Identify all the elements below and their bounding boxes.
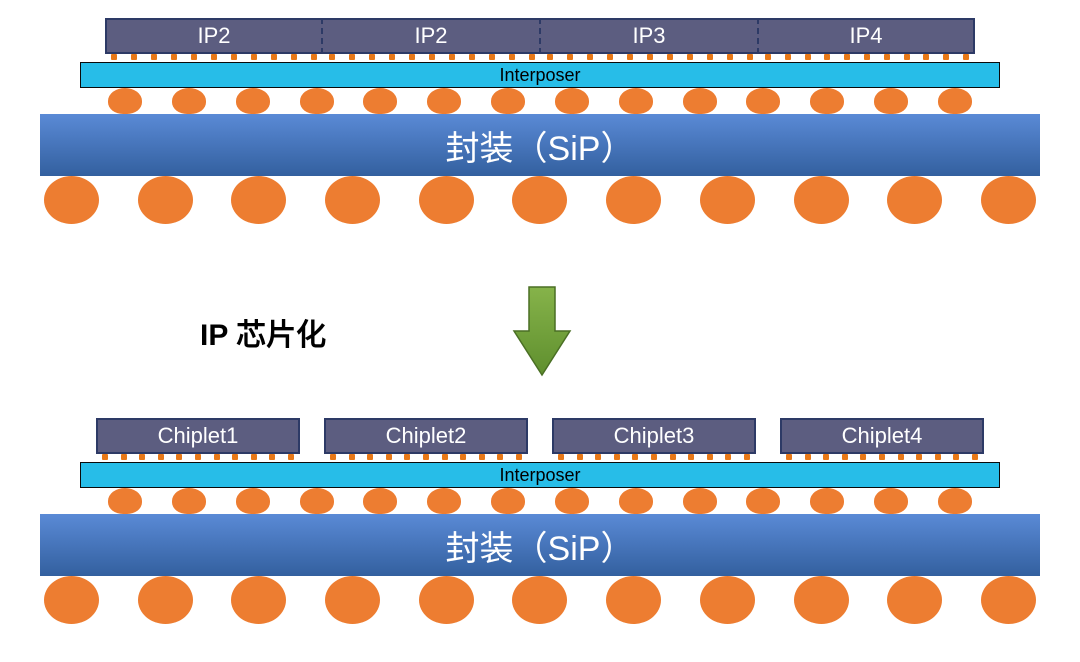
top-stack: IP2IP2IP3IP4 Interposer 封装（SiP）	[40, 18, 1040, 224]
interposer-label: Interposer	[499, 65, 580, 86]
chiplet: Chiplet4	[780, 418, 984, 454]
bottom-stack: Chiplet1 Chiplet2 Chiplet3 Chiplet4 Interpo…	[40, 418, 1040, 624]
chiplet-row: Chiplet1 Chiplet2 Chiplet3 Chiplet4	[95, 418, 985, 462]
c4-bumps-bottom	[100, 488, 980, 514]
interposer-label: Interposer	[499, 465, 580, 486]
ip-chip: IP2	[105, 18, 323, 54]
substrate-label: 封装（SiP）	[446, 521, 635, 570]
bga-balls-top	[40, 176, 1040, 224]
interposer-bottom: Interposer	[80, 462, 1000, 488]
transition-caption: IP 芯片化	[200, 310, 326, 354]
chiplet: Chiplet1	[96, 418, 300, 454]
ip-chip: IP3	[541, 18, 759, 54]
down-arrow-icon	[512, 285, 572, 377]
c4-bumps-top	[100, 88, 980, 114]
substrate-label: 封装（SiP）	[446, 121, 635, 170]
ip-chip-row: IP2IP2IP3IP4	[105, 18, 975, 62]
ip-chip: IP2	[323, 18, 541, 54]
chiplet: Chiplet2	[324, 418, 528, 454]
substrate-bottom: 封装（SiP）	[40, 514, 1040, 576]
ip-chip: IP4	[759, 18, 975, 54]
interposer-top: Interposer	[80, 62, 1000, 88]
chiplet: Chiplet3	[552, 418, 756, 454]
substrate-top: 封装（SiP）	[40, 114, 1040, 176]
bga-balls-bottom	[40, 576, 1040, 624]
